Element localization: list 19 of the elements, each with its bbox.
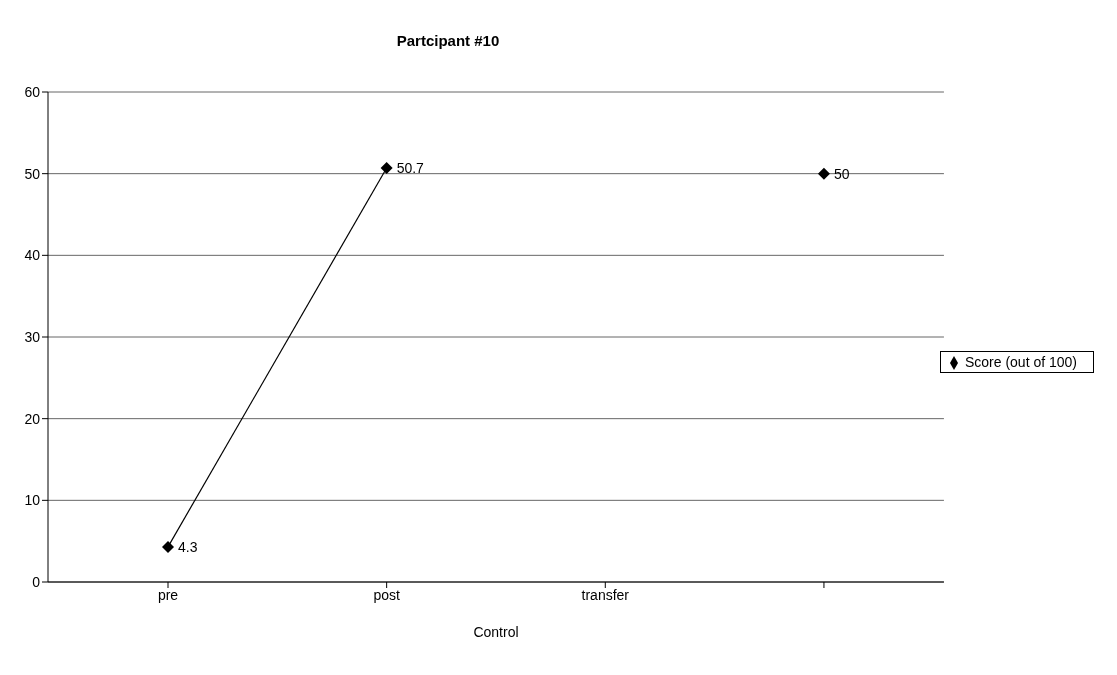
y-tick-label: 20 xyxy=(24,410,41,427)
y-tick-label: 50 xyxy=(24,165,41,182)
legend-label: Score (out of 100) xyxy=(964,353,1077,370)
chart-title: Partcipant #10 xyxy=(395,32,501,51)
x-tick-label: transfer xyxy=(581,586,630,603)
point xyxy=(162,540,174,553)
x-tick-label: post xyxy=(373,586,400,603)
y-tick-label: 10 xyxy=(24,492,41,509)
x-axis-title: Control xyxy=(473,624,519,640)
y-tick-label: 0 xyxy=(32,573,41,590)
x-tick-label: pre xyxy=(157,586,179,603)
data-label: 50.7 xyxy=(396,159,425,176)
point xyxy=(380,161,393,174)
y-tick-label: 30 xyxy=(24,328,41,345)
point xyxy=(817,167,830,180)
data-label: 50 xyxy=(833,165,850,182)
data-label: 4.3 xyxy=(178,538,198,555)
y-tick-label: 60 xyxy=(24,83,41,100)
y-tick-label: 40 xyxy=(24,247,41,264)
